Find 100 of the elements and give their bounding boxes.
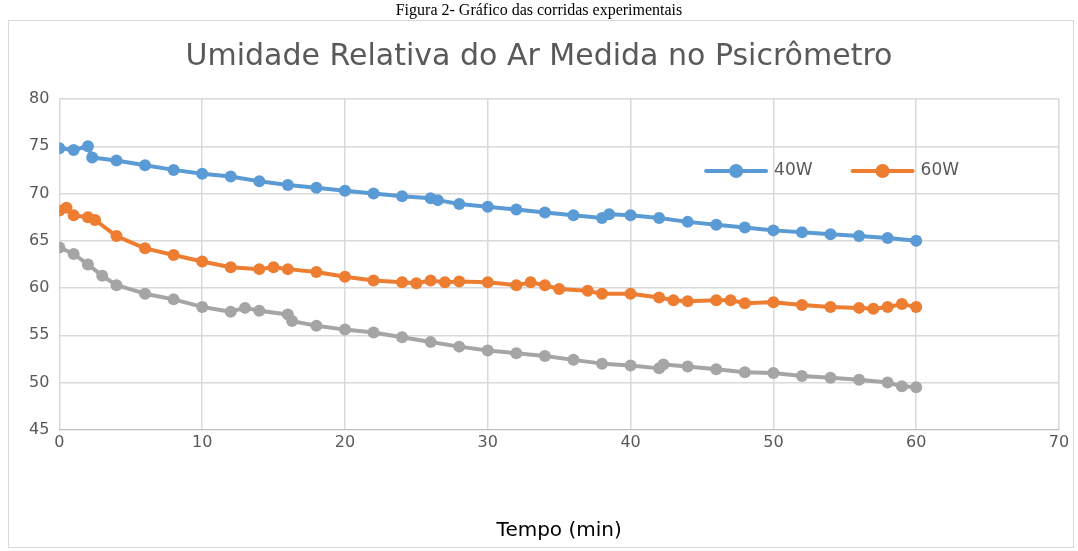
point [596, 287, 609, 300]
point [338, 270, 351, 283]
point [524, 276, 537, 289]
point [167, 293, 180, 306]
x-tick-label: 50 [763, 431, 784, 451]
point [453, 340, 466, 353]
x-axis-title: Tempo (min) [495, 517, 622, 542]
point [881, 300, 894, 313]
point [224, 261, 237, 274]
point [453, 197, 466, 210]
point [431, 194, 444, 207]
point [895, 298, 908, 311]
point [667, 294, 680, 307]
point [86, 151, 99, 164]
point [881, 231, 894, 244]
point [139, 287, 152, 300]
y-tick-label: 50 [29, 371, 50, 391]
point [196, 167, 209, 180]
point [224, 305, 237, 318]
point [239, 301, 252, 314]
x-tick-label: 30 [477, 431, 498, 451]
x-tick-label: 0 [54, 431, 65, 451]
point [67, 248, 80, 260]
point [481, 276, 494, 289]
x-tick-label: 10 [191, 431, 213, 451]
x-tick-label: 40 [620, 431, 641, 451]
point [367, 274, 380, 287]
y-tick-label: 70 [29, 182, 50, 202]
point [253, 263, 266, 276]
point [567, 353, 580, 366]
point [824, 371, 837, 384]
point [895, 380, 908, 393]
point [139, 159, 152, 172]
point [338, 323, 351, 336]
point [624, 209, 637, 222]
chart-title: Umidade Relativa do Ar Medida no Psicrômetro [185, 36, 893, 72]
y-tick-label: 75 [29, 135, 50, 155]
point [310, 319, 323, 332]
point [110, 154, 123, 167]
point [253, 175, 266, 188]
point [267, 261, 280, 274]
y-tick-label: 45 [29, 418, 50, 438]
point [795, 299, 808, 312]
point [910, 381, 923, 394]
point [286, 315, 299, 328]
point [624, 359, 637, 372]
point [853, 373, 866, 386]
point [510, 279, 523, 292]
point [910, 234, 923, 247]
point [167, 163, 180, 176]
point [853, 301, 866, 314]
x-tick-label: 60 [906, 431, 927, 451]
point [710, 294, 723, 307]
point [367, 326, 380, 339]
point [396, 276, 409, 289]
point [596, 357, 609, 370]
legend-label: 60W [920, 159, 960, 180]
point [410, 277, 423, 290]
point [681, 360, 694, 373]
text: Figura 2- Gráfico das corridas experimentais [394, 0, 684, 20]
point [538, 206, 551, 219]
point [167, 248, 180, 261]
point [196, 300, 209, 313]
point [253, 304, 266, 317]
point [767, 367, 780, 380]
point [81, 258, 94, 271]
point [681, 295, 694, 308]
point [110, 230, 123, 243]
point [424, 274, 437, 287]
point [310, 265, 323, 278]
point [795, 369, 808, 382]
point [281, 263, 294, 276]
point [81, 140, 94, 153]
point [767, 296, 780, 309]
point [824, 228, 837, 241]
point [653, 212, 666, 225]
point [424, 335, 437, 348]
point [738, 221, 751, 234]
y-tick-label: 80 [29, 88, 50, 108]
point [196, 255, 209, 268]
point [738, 366, 751, 379]
point [581, 284, 594, 297]
point [657, 358, 670, 371]
x-tick-label: 70 [1048, 431, 1070, 451]
point [224, 170, 237, 183]
point [538, 350, 551, 363]
point [510, 203, 523, 216]
point [396, 331, 409, 344]
point [624, 287, 637, 300]
point [367, 187, 380, 200]
point [910, 300, 923, 313]
point [795, 226, 808, 239]
point [710, 218, 723, 231]
point [481, 344, 494, 357]
point [603, 208, 616, 221]
point [67, 209, 80, 222]
point [724, 294, 737, 307]
point [767, 224, 780, 237]
point [653, 291, 666, 304]
point [281, 179, 294, 192]
